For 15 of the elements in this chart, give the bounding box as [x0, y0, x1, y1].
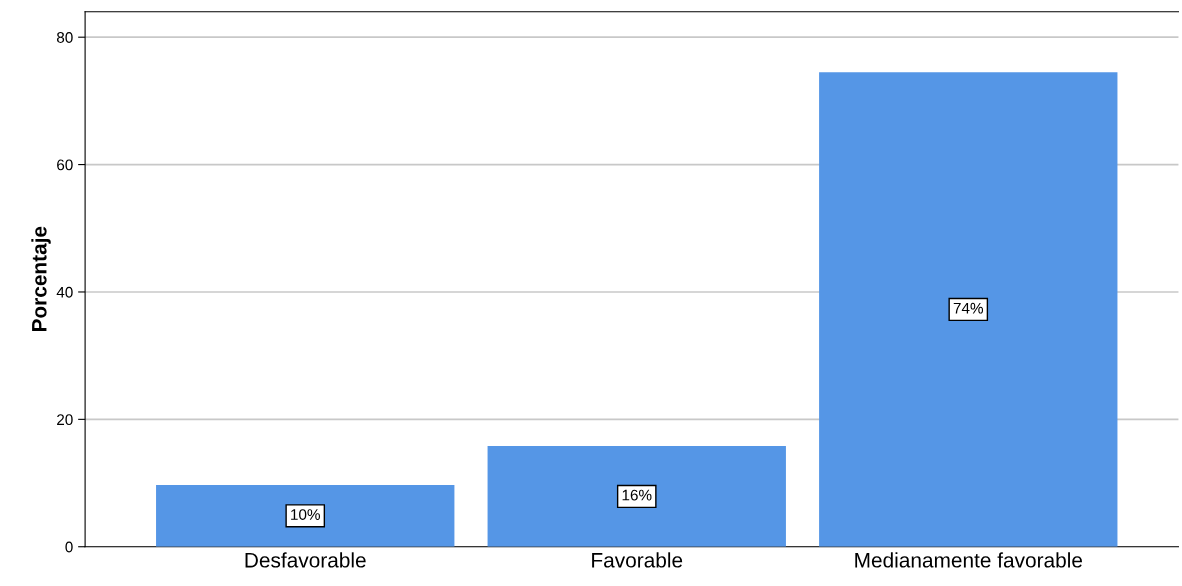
bar [156, 484, 455, 547]
y-tick-label: 20 [57, 414, 73, 426]
data-label: 16% [622, 489, 652, 501]
x-tick-label: Medianamente favorable [855, 552, 1083, 568]
y-axis-title: Porcentaje [31, 226, 51, 332]
y-tick-label: 0 [65, 541, 73, 553]
x-tick-label: Favorable [592, 552, 683, 568]
x-tick-label: Desfavorable [245, 552, 366, 568]
bar [487, 446, 786, 547]
bar [819, 72, 1118, 547]
data-label: 74% [953, 302, 984, 314]
y-tick-label: 40 [56, 286, 73, 298]
y-tick-label: 60 [57, 159, 73, 171]
y-tick-label: 80 [56, 32, 73, 43]
data-label: 10% [291, 509, 320, 520]
